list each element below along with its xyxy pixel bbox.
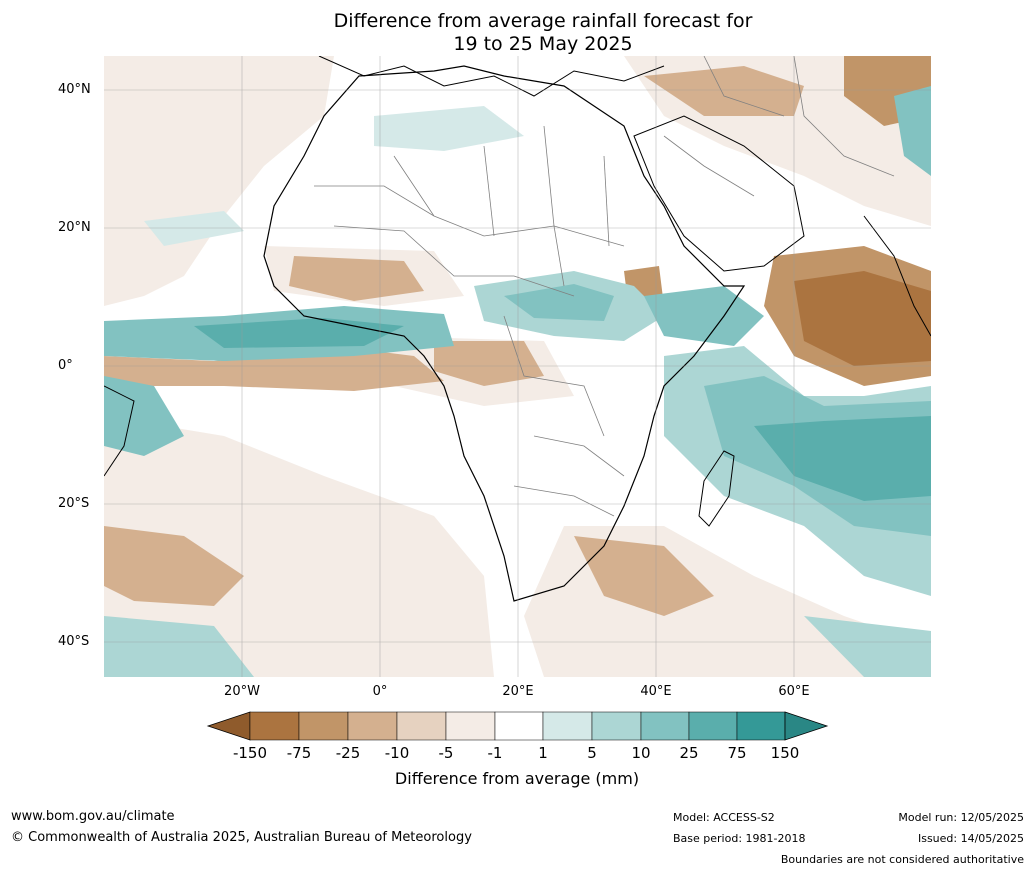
anomaly-wet-indian-ocean-core bbox=[754, 416, 931, 501]
colorbar-bin-6 bbox=[494, 711, 544, 741]
anomaly-dry-sahel bbox=[289, 256, 424, 301]
colorbar-bin-8 bbox=[591, 711, 642, 741]
colorbar-tick: -25 bbox=[335, 744, 361, 762]
colorbar-bin-3 bbox=[347, 711, 398, 741]
longitude-label-60e: 60°E bbox=[778, 684, 810, 699]
colorbar-tick: 5 bbox=[587, 744, 597, 762]
anomaly-dry-light-south-atlantic bbox=[104, 416, 494, 677]
longitude-label-20w: 20°W bbox=[224, 684, 260, 699]
colorbar-max-extension bbox=[784, 711, 829, 741]
rainfall-difference-map bbox=[104, 56, 931, 677]
map-gridlines bbox=[104, 56, 931, 677]
anomaly-wet-central-africa-core bbox=[504, 284, 614, 321]
arabia-coastline bbox=[633, 115, 805, 272]
anomaly-dry-light-north-atlantic bbox=[104, 56, 334, 306]
latitude-label-40n: 40°N bbox=[58, 82, 91, 97]
latitude-label-40s: 40°S bbox=[58, 634, 90, 649]
colorbar-tick: -75 bbox=[286, 744, 312, 762]
colorbar-tick: -1 bbox=[487, 744, 503, 762]
copyright-text: © Commonwealth of Australia 2025, Austra… bbox=[11, 830, 472, 845]
anomaly-wet-southern-ocean-east bbox=[804, 616, 931, 677]
colorbar-bin-7 bbox=[542, 711, 593, 741]
anomaly-dry-turkey bbox=[644, 66, 804, 116]
europe-coastline bbox=[318, 56, 665, 97]
colorbar-tick: -150 bbox=[232, 744, 268, 762]
colorbar-tick: -5 bbox=[438, 744, 454, 762]
south-america-coastline bbox=[104, 385, 135, 477]
colorbar-tick: 25 bbox=[679, 744, 699, 762]
anomaly-wet-persian-gulf bbox=[894, 86, 931, 176]
issued-text: Issued: 14/05/2025 bbox=[917, 832, 1024, 845]
map-title-line-2: 19 to 25 May 2025 bbox=[453, 33, 633, 55]
colorbar-tick: -10 bbox=[384, 744, 410, 762]
colorbar-bin-11 bbox=[736, 711, 786, 741]
colorbar-label: Difference from average (mm) bbox=[394, 769, 640, 788]
madagascar-coastline bbox=[698, 450, 735, 527]
anomaly-dry-south-africa-east bbox=[574, 536, 714, 616]
website-link[interactable]: www.bom.gov.au/climate bbox=[11, 809, 175, 824]
model-text: Model: ACCESS-S2 bbox=[673, 811, 775, 824]
colorbar-tick: 10 bbox=[631, 744, 651, 762]
anomaly-wet-mediterranean bbox=[374, 106, 524, 151]
colorbar-tick: 75 bbox=[727, 744, 747, 762]
latitude-label-20s: 20°S bbox=[58, 496, 90, 511]
anomaly-wet-atlantic-north bbox=[144, 211, 244, 246]
disclaimer-text: Boundaries are not considered authoritat… bbox=[780, 853, 1024, 866]
longitude-label-40e: 40°E bbox=[640, 684, 672, 699]
anomaly-dry-atlantic-band bbox=[104, 346, 444, 391]
longitude-label-0: 0° bbox=[372, 684, 388, 699]
map-title-line-1: Difference from average rainfall forecas… bbox=[333, 10, 753, 32]
colorbar-bin-5 bbox=[445, 711, 496, 741]
country-boundaries bbox=[314, 56, 895, 517]
africa-coastline bbox=[263, 65, 746, 602]
colorbar-bin-9 bbox=[640, 711, 690, 741]
base-period-text: Base period: 1981-2018 bbox=[673, 832, 806, 845]
colorbar-tick: 1 bbox=[538, 744, 548, 762]
colorbar-bin-4 bbox=[396, 711, 447, 741]
colorbar-bin-1 bbox=[249, 711, 300, 741]
latitude-label-equator: 0° bbox=[58, 358, 73, 373]
anomaly-wet-southern-ocean-west bbox=[104, 616, 254, 677]
colorbar-bin-2 bbox=[298, 711, 349, 741]
colorbar-min-extension bbox=[206, 711, 251, 741]
colorbar-tick: 150 bbox=[770, 744, 800, 762]
latitude-label-20n: 20°N bbox=[58, 220, 91, 235]
colorbar-bin-10 bbox=[688, 711, 738, 741]
model-run-text: Model run: 12/05/2025 bbox=[898, 811, 1024, 824]
anomaly-dry-arabian-core bbox=[794, 271, 931, 366]
longitude-label-20e: 20°E bbox=[502, 684, 534, 699]
anomaly-dry-southwest-atlantic bbox=[104, 526, 244, 606]
india-coastline bbox=[863, 215, 931, 337]
